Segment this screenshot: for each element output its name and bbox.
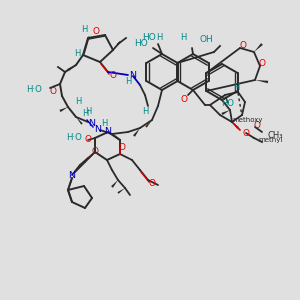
Text: O: O (92, 26, 100, 35)
Polygon shape (254, 43, 263, 52)
Polygon shape (255, 80, 268, 83)
Text: H: H (82, 110, 88, 118)
Text: H: H (81, 26, 87, 34)
Text: CH₃: CH₃ (267, 130, 283, 140)
Text: OH: OH (200, 35, 214, 44)
Text: H·O: H·O (26, 85, 42, 94)
Text: H: H (233, 83, 239, 92)
Text: methyl: methyl (258, 137, 282, 143)
Text: O: O (50, 86, 57, 95)
Text: O: O (239, 41, 247, 50)
Text: N: N (104, 128, 112, 136)
Polygon shape (133, 128, 140, 137)
Polygon shape (67, 65, 76, 71)
Polygon shape (76, 117, 83, 125)
Text: N: N (68, 170, 76, 179)
Text: HO: HO (221, 98, 235, 107)
Text: O: O (148, 179, 155, 188)
Text: O: O (118, 142, 125, 152)
Text: O: O (242, 128, 250, 137)
Polygon shape (221, 110, 230, 115)
Text: H: H (156, 34, 162, 43)
Polygon shape (117, 188, 125, 194)
Text: O: O (92, 148, 98, 157)
Text: O: O (254, 121, 260, 130)
Text: HO: HO (134, 40, 148, 49)
Text: H: H (142, 107, 148, 116)
Text: O: O (85, 136, 92, 145)
Text: H: H (74, 49, 80, 58)
Polygon shape (59, 107, 68, 112)
Text: H: H (75, 98, 81, 106)
Text: H: H (101, 118, 107, 127)
Text: O: O (181, 95, 188, 104)
Text: O: O (259, 59, 266, 68)
Polygon shape (232, 122, 239, 129)
Text: N: N (94, 124, 101, 134)
Text: H: H (85, 107, 91, 116)
Text: N: N (130, 71, 136, 80)
Text: HO: HO (142, 34, 156, 43)
Text: H·O: H·O (66, 134, 82, 142)
Text: N: N (88, 119, 95, 128)
Text: H: H (125, 77, 131, 86)
Polygon shape (111, 180, 118, 188)
Text: H: H (180, 34, 186, 43)
Text: methoxy: methoxy (233, 117, 263, 123)
Polygon shape (225, 95, 229, 103)
Polygon shape (145, 120, 152, 128)
Text: O: O (110, 70, 116, 80)
